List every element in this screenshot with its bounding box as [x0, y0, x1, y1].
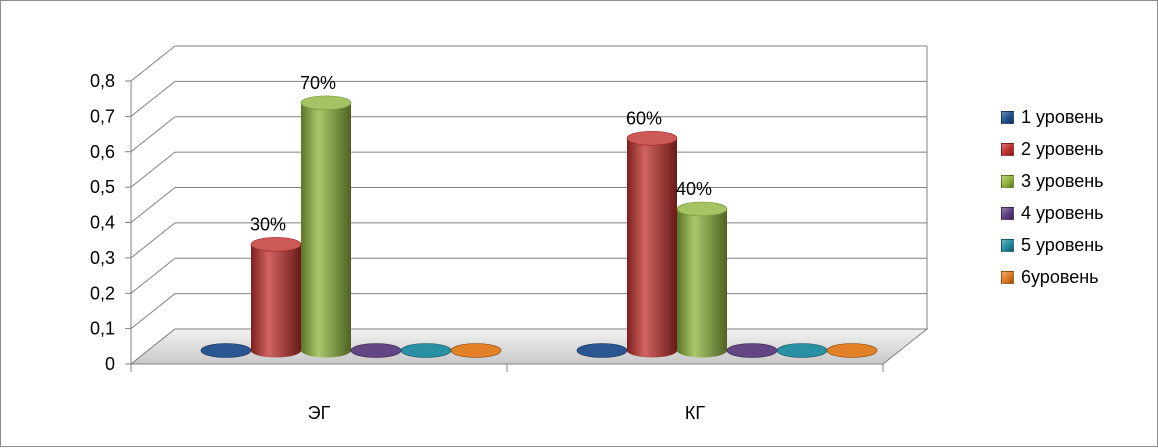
legend-item: 4 уровень [1001, 197, 1151, 229]
data-label: 70% [300, 73, 336, 93]
bar-2-ЭГ [250, 237, 302, 358]
bar-zero-disc [450, 343, 502, 358]
side-gridline [130, 80, 176, 117]
y-tick-label: 0,8 [90, 71, 115, 91]
bar-body [677, 209, 727, 358]
legend-label: 3 уровень [1021, 170, 1104, 191]
bar-zero-disc [400, 343, 452, 358]
data-label: 40% [676, 179, 712, 199]
legend-label: 1 уровень [1021, 106, 1104, 127]
bar-2-КГ [626, 130, 678, 358]
legend-swatch [1001, 238, 1014, 252]
y-tick-label: 0,5 [90, 177, 115, 197]
legend-label: 2 уровень [1021, 138, 1104, 159]
bar-zero-disc [350, 343, 402, 358]
legend-label: 5 уровень [1021, 234, 1104, 255]
bar-top [300, 95, 352, 111]
legend-item: 1 уровень [1001, 101, 1151, 133]
bar-6-КГ [826, 343, 878, 358]
legend-item: 5 уровень [1001, 229, 1151, 261]
bar-body [251, 244, 301, 358]
legend-item: 3 уровень [1001, 165, 1151, 197]
bar-top [626, 130, 678, 146]
bar-body [627, 138, 677, 358]
chart-data-labels: 30% 70% 60% 40% [250, 73, 712, 235]
chart-tick-labels: 0 0,1 0,2 0,3 0,4 0,5 0,6 0,7 0,8 ЭГ КГ [90, 71, 705, 423]
legend-swatch [1001, 270, 1014, 284]
bar-zero-disc [726, 343, 778, 358]
legend-item: 2 уровень [1001, 133, 1151, 165]
y-tick-label: 0,3 [90, 248, 115, 268]
side-gridline [130, 151, 176, 188]
legend-label: 6уровень [1021, 266, 1099, 287]
side-gridline [130, 45, 176, 82]
bar-zero-disc [200, 343, 252, 358]
y-tick-label: 0 [105, 354, 115, 374]
side-gridline [130, 187, 176, 223]
chart-bars [200, 95, 878, 358]
bar-zero-disc [776, 343, 828, 358]
bar-3-КГ [676, 201, 728, 358]
y-tick-label: 0,6 [90, 142, 115, 162]
chart-legend: 1 уровень 2 уровень 3 уровень 4 уровень 5 ур… [1001, 101, 1151, 293]
bar-1-КГ [576, 343, 628, 358]
legend-swatch [1001, 142, 1014, 156]
bar-4-ЭГ [350, 343, 402, 358]
chart-gridlines [130, 45, 927, 365]
y-tick-label: 0,2 [90, 283, 115, 303]
bar-zero-disc [576, 343, 628, 358]
legend-swatch [1001, 110, 1014, 124]
legend-swatch [1001, 206, 1014, 220]
y-tick-label: 0,1 [90, 319, 115, 339]
y-tick-label: 0,7 [90, 106, 115, 126]
y-tick-label: 0,4 [90, 213, 115, 233]
side-gridline [130, 116, 176, 153]
bar-5-КГ [776, 343, 828, 358]
bar-4-КГ [726, 343, 778, 358]
side-gridline [130, 257, 176, 294]
x-tick-label: КГ [685, 403, 705, 423]
bar-body [301, 102, 351, 358]
side-gridline [130, 293, 176, 330]
bar-6-ЭГ [450, 343, 502, 358]
bar-3-ЭГ [300, 95, 352, 358]
bar-top [676, 201, 728, 217]
x-tick-label: ЭГ [308, 403, 331, 423]
legend-item: 6уровень [1001, 261, 1151, 293]
bar-5-ЭГ [400, 343, 452, 358]
bar-1-ЭГ [200, 343, 252, 358]
bar-top [250, 237, 302, 252]
data-label: 30% [250, 214, 286, 234]
bar-zero-disc [826, 343, 878, 358]
side-gridline [130, 222, 176, 259]
chart-axes [125, 80, 884, 372]
legend-swatch [1001, 174, 1014, 188]
data-label: 60% [626, 108, 662, 128]
legend-label: 4 уровень [1021, 202, 1104, 223]
